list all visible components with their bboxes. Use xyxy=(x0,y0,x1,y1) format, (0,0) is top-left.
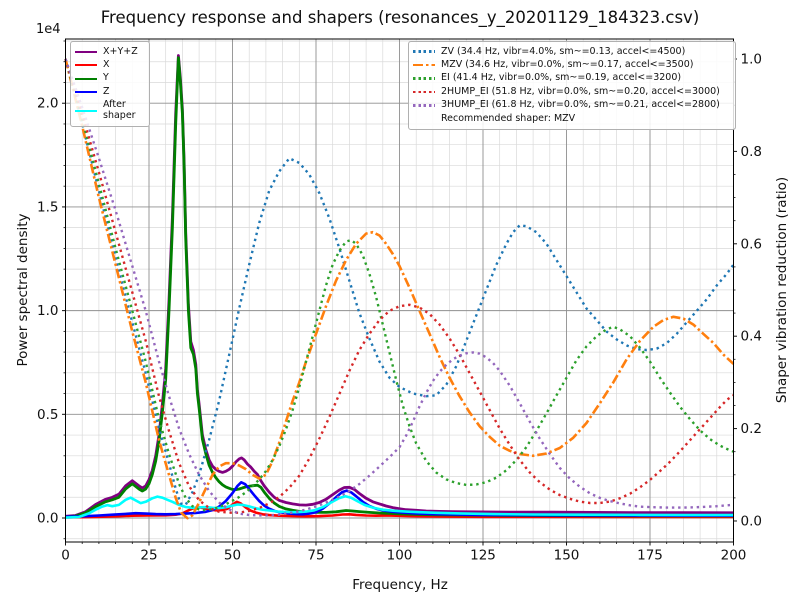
left-y-tick-label: 0.5 xyxy=(37,407,58,423)
legend-line-sample xyxy=(75,77,97,80)
y-axis-offset-label: 1e4 xyxy=(36,22,61,37)
x-tick-label: 25 xyxy=(140,548,157,564)
left-y-tick-label: 0.0 xyxy=(37,511,58,527)
legend-label: ZV (34.4 Hz, vibr=4.0%, sm~=0.13, accel<… xyxy=(441,45,686,57)
shaper-legend: ZV (34.4 Hz, vibr=4.0%, sm~=0.13, accel<… xyxy=(408,41,736,130)
legend-label: Y xyxy=(103,72,109,84)
right-axis-title: Shaper vibration reduction (ratio) xyxy=(774,176,790,404)
legend-line-sample xyxy=(413,77,435,80)
psd-legend-item-y: Y xyxy=(75,72,143,85)
shaper-legend-item-ei: EI (41.4 Hz, vibr=0.0%, sm~=0.19, accel<… xyxy=(413,72,729,85)
legend-line-sample xyxy=(413,104,435,107)
x-tick-label: 50 xyxy=(224,548,241,564)
left-y-tick-label: 1.5 xyxy=(37,199,58,215)
legend-line-sample xyxy=(75,64,97,67)
axis-ticks: 0 25 50 75 100 125 150 175 200 0.0 0.5 1.0 1.5 2.0 0.0… xyxy=(37,40,762,564)
legend-line-sample xyxy=(75,109,97,112)
shaper-legend-item-mzv: MZV (34.6 Hz, vibr=0.0%, sm~=0.17, accel… xyxy=(413,58,729,71)
left-y-tick-label: 2.0 xyxy=(37,96,58,112)
shaper-legend-item-3hump-ei: 3HUMP_EI (61.8 Hz, vibr=0.0%, sm~=0.21, … xyxy=(413,99,729,112)
legend-label: X xyxy=(103,58,110,70)
series-lines xyxy=(64,54,735,520)
legend-label: Z xyxy=(103,85,110,97)
x-tick-label: 0 xyxy=(61,548,70,564)
right-y-tick-label: 0.6 xyxy=(741,236,762,252)
series-mzv-line xyxy=(64,58,735,520)
legend-label: 3HUMP_EI (61.8 Hz, vibr=0.0%, sm~=0.21, … xyxy=(441,99,720,111)
shaper-legend-footer-recommended-shaper: Recommended shaper: MZV xyxy=(441,112,576,124)
series-after-shaper-line xyxy=(65,494,734,519)
x-tick-label: 150 xyxy=(554,548,580,564)
legend-line-sample xyxy=(75,50,97,53)
legend-line-sample xyxy=(75,91,97,94)
psd-legend-item-z: Z xyxy=(75,85,143,98)
right-y-tick-label: 0.2 xyxy=(741,421,762,437)
x-tick-label: 200 xyxy=(721,548,747,564)
right-y-tick-label: 0.8 xyxy=(741,144,762,160)
shaper-legend-item-zv: ZV (34.4 Hz, vibr=4.0%, sm~=0.13, accel<… xyxy=(413,45,729,58)
shaper-legend-item-2hump-ei: 2HUMP_EI (51.8 Hz, vibr=0.0%, sm~=0.20, … xyxy=(413,85,729,98)
left-y-tick-label: 1.0 xyxy=(37,303,58,319)
series-y-line xyxy=(65,56,734,519)
legend-line-sample xyxy=(413,63,435,67)
right-y-tick-label: 0.0 xyxy=(741,513,762,529)
legend-label: X+Y+Z xyxy=(103,45,138,57)
legend-line-sample xyxy=(413,50,435,53)
psd-legend-item-x: X xyxy=(75,58,143,71)
x-tick-label: 100 xyxy=(387,548,413,564)
legend-label: After shaper xyxy=(103,99,136,121)
psd-legend-item-x-y-z: X+Y+Z xyxy=(75,45,143,58)
left-axis-title: Power spectral density xyxy=(15,213,31,367)
legend-line-sample xyxy=(413,90,435,94)
series-3hump-ei-line xyxy=(64,58,734,517)
x-tick-label: 75 xyxy=(307,548,324,564)
legend-label: EI (41.4 Hz, vibr=0.0%, sm~=0.19, accel<… xyxy=(441,72,682,84)
series-zv-line xyxy=(64,58,735,506)
right-y-tick-label: 1.0 xyxy=(741,52,762,68)
right-y-tick-label: 0.4 xyxy=(741,329,762,345)
x-tick-label: 175 xyxy=(637,548,663,564)
legend-label: MZV (34.6 Hz, vibr=0.0%, sm~=0.17, accel… xyxy=(441,58,694,70)
psd-legend-item-after: After shaper xyxy=(75,99,143,123)
x-axis-title: Frequency, Hz xyxy=(352,577,448,593)
chart-title: Frequency response and shapers (resonanc… xyxy=(100,8,700,27)
legend-label: 2HUMP_EI (51.8 Hz, vibr=0.0%, sm~=0.20, … xyxy=(441,85,720,97)
psd-legend: X+Y+Z X Y Z After shaper xyxy=(70,41,150,127)
x-tick-label: 125 xyxy=(470,548,496,564)
